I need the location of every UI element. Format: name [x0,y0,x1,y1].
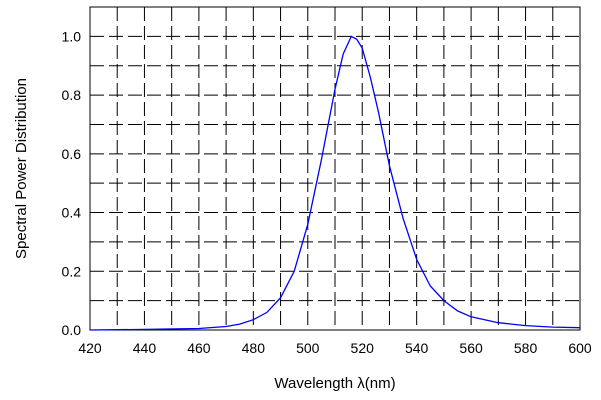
x-tick-label: 580 [514,340,538,356]
x-tick-label: 520 [351,340,375,356]
x-tick-label: 440 [133,340,157,356]
x-tick-label: 480 [242,340,266,356]
x-tick-label: 540 [405,340,429,356]
plot-frame [89,6,581,331]
y-tick-label: 1.0 [62,28,82,44]
x-tick-label: 420 [78,340,102,356]
y-tick-label: 0.0 [62,322,82,338]
y-tick-label: 0.6 [62,146,82,162]
x-tick-labels: 420 440 460 480 500 520 540 560 580 600 [78,340,592,356]
x-tick-label: 600 [568,340,592,356]
y-tick-label: 0.8 [62,87,82,103]
series-line [89,35,581,331]
x-tick-label: 500 [296,340,320,356]
y-tick-label: 0.2 [62,263,82,279]
grid [90,7,580,330]
y-axis-label: Spectral Power Distribution [13,78,30,259]
x-tick-label: 560 [459,340,483,356]
x-tick-label: 460 [187,340,211,356]
y-tick-labels: 0.0 0.2 0.4 0.6 0.8 1.0 [62,28,82,338]
x-axis-label: Wavelength λ(nm) [274,375,395,392]
y-tick-label: 0.4 [62,205,82,221]
